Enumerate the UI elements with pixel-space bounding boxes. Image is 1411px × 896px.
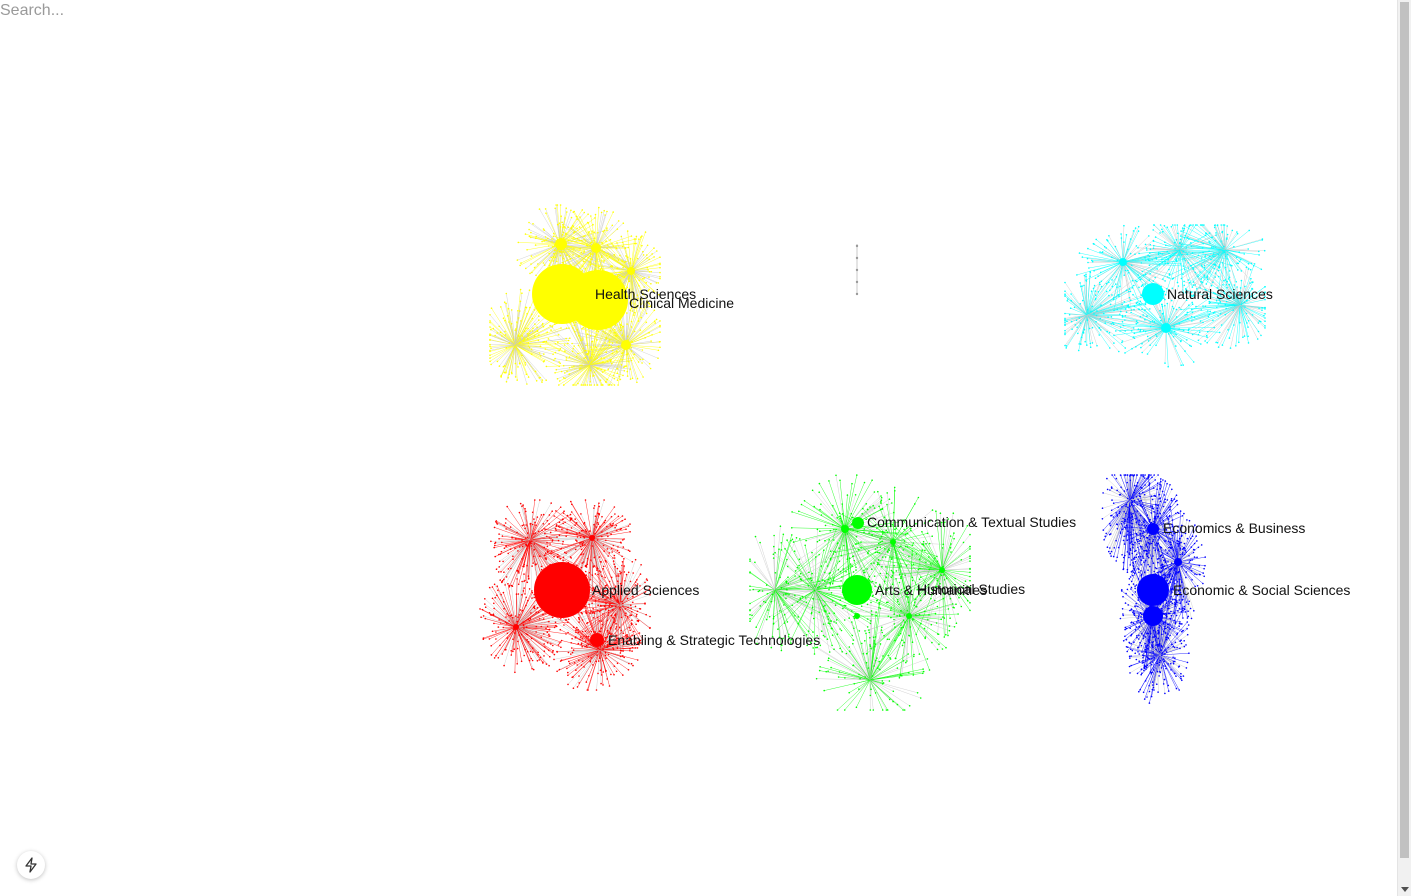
- graph-node: [513, 624, 519, 630]
- graph-node[interactable]: [532, 264, 592, 324]
- graph-node[interactable]: [1137, 574, 1169, 606]
- lightning-button[interactable]: [17, 851, 45, 879]
- graph-node: [591, 243, 601, 253]
- cluster-natural: Natural Sciences: [1119, 258, 1273, 333]
- node-label: Economic & Social Sciences: [1173, 582, 1350, 598]
- graph-node: [589, 535, 595, 541]
- cluster-arts: Communication & Textual Studies Arts & H…: [841, 514, 1076, 619]
- graph-node[interactable]: [534, 562, 590, 618]
- node-label: Enabling & Strategic Technologies: [608, 632, 820, 648]
- node-label: Health Sciences: [595, 286, 696, 302]
- node-label: Natural Sciences: [1167, 286, 1273, 302]
- graph-edges: [479, 204, 1266, 711]
- graph-node: [841, 525, 849, 533]
- graph-node: [555, 238, 567, 250]
- node-label: Applied Sciences: [592, 582, 699, 598]
- isolated-chain: [855, 244, 859, 296]
- search-input[interactable]: [0, 0, 420, 22]
- node-label: Arts & Humanities: [875, 582, 987, 598]
- cluster-health: Health Sciences Clinical Medicine: [532, 238, 734, 350]
- node-label: Historical Studies: [917, 581, 1025, 597]
- graph-node: [939, 567, 945, 573]
- lightning-icon: [25, 857, 37, 873]
- graph-node: [1143, 606, 1163, 626]
- cluster-applied: Applied Sciences Enabling & Strategic Te…: [513, 535, 820, 648]
- graph-node[interactable]: [852, 517, 864, 529]
- scroll-thumb[interactable]: [1400, 2, 1409, 858]
- graph-node: [1161, 323, 1171, 333]
- graph-node: [906, 613, 912, 619]
- vertical-scrollbar[interactable]: [1397, 0, 1411, 896]
- graph-node: [890, 539, 896, 545]
- graph-node[interactable]: [1147, 523, 1159, 535]
- graph-node[interactable]: [842, 575, 872, 605]
- graph-node: [621, 340, 631, 350]
- node-label: Economics & Business: [1163, 520, 1305, 536]
- graph-node: [627, 267, 635, 275]
- graph-node: [1174, 558, 1182, 566]
- graph-node[interactable]: [590, 633, 604, 647]
- graph-node: [854, 613, 860, 619]
- graph-node[interactable]: [1142, 283, 1164, 305]
- node-label: Communication & Textual Studies: [867, 514, 1076, 530]
- cluster-economic: Economics & Business Economic & Social S…: [1137, 520, 1350, 626]
- scroll-down-icon[interactable]: [1401, 887, 1409, 892]
- graph-node: [1119, 258, 1127, 266]
- node-label: Clinical Medicine: [629, 295, 734, 311]
